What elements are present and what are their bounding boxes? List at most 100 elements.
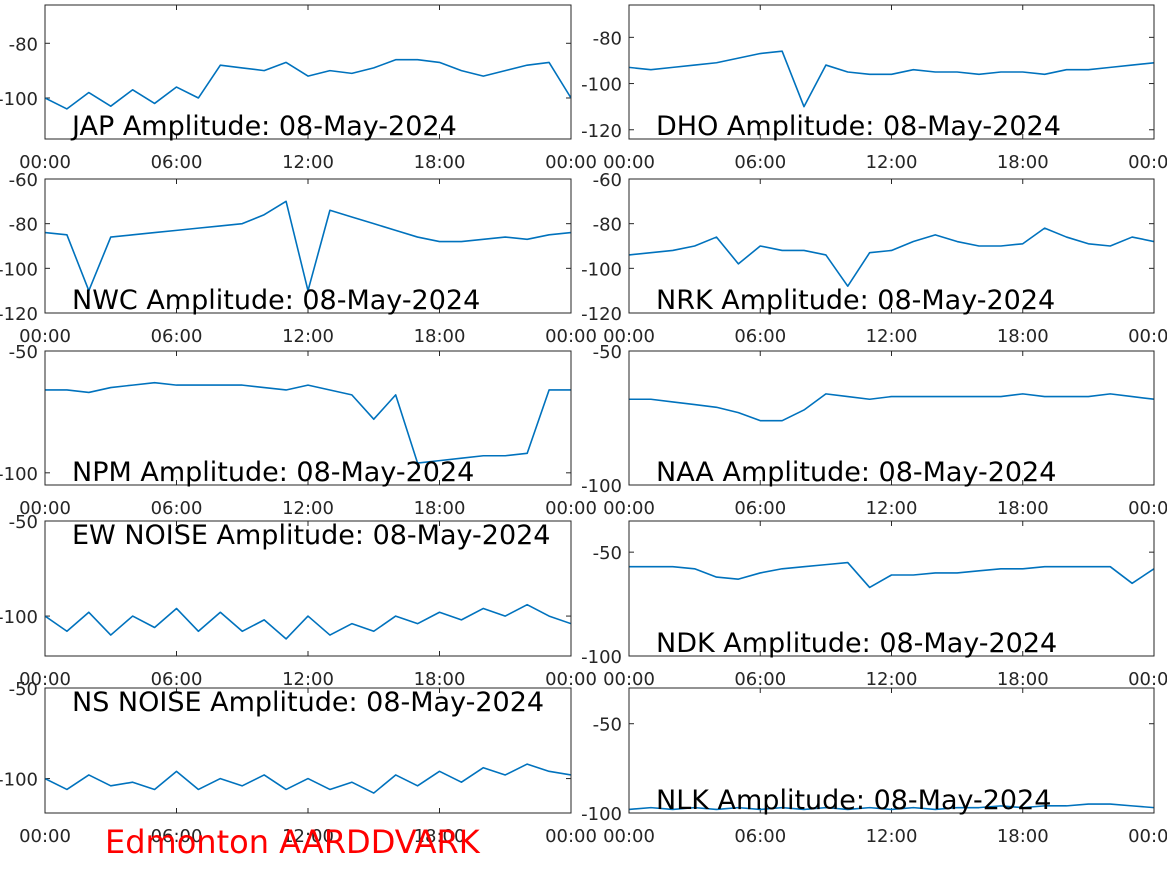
- axes-frame: [44, 178, 572, 314]
- plot-area: [629, 803, 1154, 811]
- x-tick-label: 00:00: [1128, 498, 1167, 519]
- y-tick-label: -80: [593, 215, 622, 236]
- x-tick-label: 00:00: [545, 669, 597, 690]
- y-tick-label: -100: [0, 770, 38, 791]
- x-tick-label: 12:00: [866, 669, 918, 690]
- x-tick-label: 00:00: [1128, 326, 1167, 347]
- x-tick-label: 18:00: [414, 326, 466, 347]
- plot-area: [629, 50, 1154, 108]
- plot-area: [629, 393, 1154, 422]
- panel-title: DHO Amplitude: 08-May-2024: [656, 111, 1061, 142]
- x-tick-label: 06:00: [151, 152, 203, 173]
- x-tick-label: 06:00: [151, 326, 203, 347]
- y-tick-label: -100: [0, 607, 38, 628]
- x-tick-label: 00:00: [1128, 152, 1167, 173]
- y-tick-label: -100: [0, 259, 38, 280]
- axes-frame: [628, 178, 1155, 314]
- y-tick-label: -120: [0, 304, 38, 325]
- data-line: [45, 763, 571, 794]
- x-tick-label: 00:00: [19, 498, 71, 519]
- x-tick-label: 18:00: [997, 498, 1049, 519]
- data-line: [45, 200, 571, 292]
- x-tick-label: 06:00: [151, 669, 203, 690]
- x-tick-label: 12:00: [282, 669, 334, 690]
- x-tick-label: 06:00: [734, 669, 786, 690]
- panel-title: NLK Amplitude: 08-May-2024: [656, 785, 1051, 816]
- x-tick-label: 12:00: [866, 326, 918, 347]
- x-tick-label: 06:00: [151, 826, 203, 847]
- plot-area: [45, 58, 571, 110]
- y-tick-label: -120: [581, 121, 622, 142]
- axes-frame: [628, 350, 1155, 486]
- x-tick-label: 00:00: [19, 326, 71, 347]
- axes-frame: [44, 350, 572, 486]
- x-tick-label: 12:00: [866, 826, 918, 847]
- x-tick-label: 06:00: [734, 152, 786, 173]
- y-tick-label: -50: [9, 342, 38, 363]
- y-tick-label: -50: [593, 543, 622, 564]
- plot-area: [45, 763, 571, 794]
- x-tick-label: 00:00: [603, 498, 655, 519]
- x-tick-label: 18:00: [997, 326, 1049, 347]
- x-tick-label: 00:00: [1128, 826, 1167, 847]
- panel-title: EW NOISE Amplitude: 08-May-2024: [72, 520, 550, 551]
- x-tick-label: 00:00: [603, 152, 655, 173]
- data-line: [629, 50, 1154, 108]
- data-line: [629, 803, 1154, 811]
- axes-frame: [44, 4, 572, 140]
- panel-title: NDK Amplitude: 08-May-2024: [656, 628, 1057, 659]
- x-tick-label: 00:00: [545, 498, 597, 519]
- panel-title: NPM Amplitude: 08-May-2024: [72, 457, 474, 488]
- x-tick-label: 12:00: [866, 152, 918, 173]
- data-line: [629, 393, 1154, 422]
- y-tick-label: -100: [581, 804, 622, 825]
- x-tick-label: 06:00: [734, 326, 786, 347]
- axes-frame: [44, 687, 572, 814]
- y-tick-label: -100: [581, 75, 622, 96]
- y-tick-label: -50: [593, 715, 622, 736]
- y-tick-label: -100: [581, 259, 622, 280]
- x-tick-label: 00:00: [545, 326, 597, 347]
- y-tick-label: -100: [0, 464, 38, 485]
- y-tick-label: -80: [593, 28, 622, 49]
- data-line: [629, 561, 1154, 589]
- x-tick-label: 18:00: [414, 669, 466, 690]
- panel-title: NRK Amplitude: 08-May-2024: [656, 285, 1055, 316]
- y-tick-label: -50: [9, 679, 38, 700]
- x-tick-label: 00:00: [603, 826, 655, 847]
- panel-title: NWC Amplitude: 08-May-2024: [72, 285, 480, 316]
- y-tick-label: -100: [581, 476, 622, 497]
- y-tick-label: -50: [593, 342, 622, 363]
- x-tick-label: 06:00: [734, 826, 786, 847]
- x-tick-label: 18:00: [414, 152, 466, 173]
- x-tick-label: 00:00: [603, 669, 655, 690]
- x-tick-label: 06:00: [734, 498, 786, 519]
- y-tick-label: -100: [0, 89, 38, 110]
- y-tick-label: -60: [9, 170, 38, 191]
- panel-title: NAA Amplitude: 08-May-2024: [656, 457, 1056, 488]
- x-tick-label: 00:00: [19, 826, 71, 847]
- x-tick-label: 18:00: [414, 498, 466, 519]
- x-tick-label: 12:00: [866, 498, 918, 519]
- x-tick-label: 00:00: [603, 326, 655, 347]
- x-tick-label: 00:00: [1128, 669, 1167, 690]
- y-tick-label: -120: [581, 304, 622, 325]
- x-tick-label: 12:00: [282, 326, 334, 347]
- x-tick-label: 18:00: [997, 669, 1049, 690]
- plot-area: [45, 381, 571, 464]
- x-tick-label: 18:00: [997, 826, 1049, 847]
- x-tick-label: 12:00: [282, 152, 334, 173]
- x-tick-label: 00:00: [545, 826, 597, 847]
- y-tick-label: -60: [593, 170, 622, 191]
- axes-frame: [628, 520, 1155, 657]
- plot-area: [629, 561, 1154, 589]
- caption: Edmonton AARDDVARK: [105, 823, 481, 861]
- panel-title: NS NOISE Amplitude: 08-May-2024: [72, 687, 544, 718]
- plot-area: [45, 200, 571, 292]
- y-tick-label: -50: [9, 512, 38, 533]
- panel-title: JAP Amplitude: 08-May-2024: [70, 111, 457, 142]
- x-tick-label: 12:00: [282, 498, 334, 519]
- x-tick-label: 00:00: [545, 152, 597, 173]
